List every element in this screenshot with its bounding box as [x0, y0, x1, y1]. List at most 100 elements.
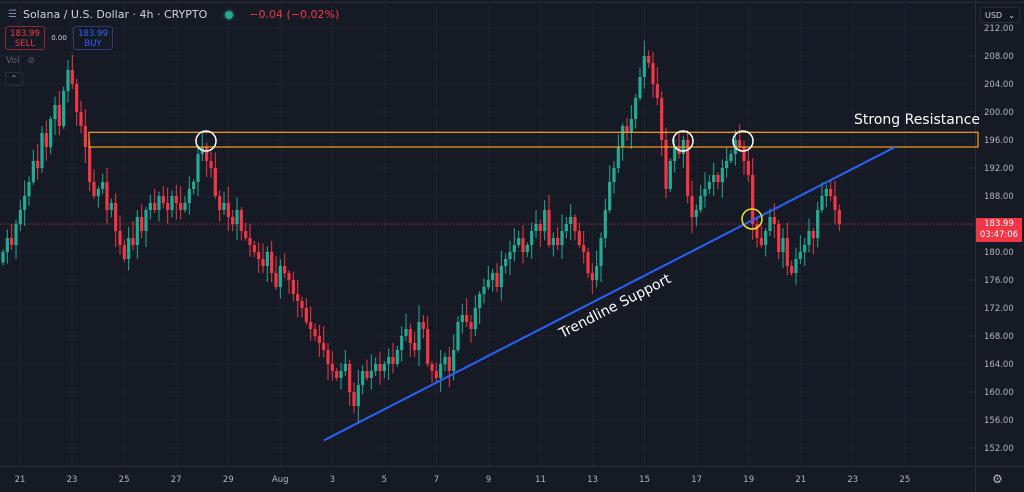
candle [40, 126, 44, 173]
candle-body [170, 196, 174, 210]
candle [521, 225, 525, 264]
market-status-icon [225, 10, 234, 19]
candle [135, 210, 139, 259]
candle [127, 226, 131, 271]
volume-label: Vol [6, 56, 20, 66]
candle-body [803, 245, 807, 252]
candle-body [183, 203, 187, 210]
candle-body [569, 217, 573, 224]
currency-select[interactable]: USD ⌄ [980, 7, 1020, 23]
candle [707, 175, 711, 194]
candle [209, 151, 213, 178]
candle-body [135, 217, 139, 245]
hamburger-icon[interactable]: ☰ [8, 9, 17, 20]
y-tick-label: 212.00 [984, 24, 1014, 34]
candle-body [144, 210, 148, 231]
candle-body [811, 231, 815, 238]
candle-body [616, 147, 620, 168]
chevron-down-icon: ⌄ [1008, 11, 1015, 20]
candle [300, 296, 304, 318]
candle-body [278, 266, 282, 287]
candle-body [703, 189, 707, 196]
candle-body [304, 308, 308, 322]
candle-body [482, 287, 486, 294]
y-tick-label: 204.00 [984, 80, 1014, 90]
candle-body [40, 133, 44, 168]
candle-body [673, 147, 677, 161]
candle-body [417, 322, 421, 350]
x-tick-label: 23 [847, 475, 858, 485]
candle-body [18, 210, 22, 224]
y-tick-label: 192.00 [984, 164, 1014, 174]
candle [283, 253, 287, 278]
candle-body [79, 112, 83, 126]
candle-body [634, 98, 638, 119]
candle-body [768, 217, 772, 231]
candle [122, 239, 126, 262]
buy-button[interactable]: 183.99 BUY [73, 26, 113, 50]
candle-body [794, 259, 798, 273]
candle-body [764, 231, 768, 245]
candle-body [395, 350, 399, 364]
candle-body [660, 98, 664, 140]
candle [23, 180, 27, 226]
x-tick-label: 23 [67, 475, 78, 485]
candle-body [816, 210, 820, 238]
candle-body [690, 196, 694, 217]
candle [504, 253, 508, 274]
candle-body [603, 210, 607, 238]
candle-body [14, 224, 18, 245]
candle [161, 186, 165, 208]
candle [57, 91, 61, 136]
candle [716, 172, 720, 190]
y-tick-label: 164.00 [984, 360, 1014, 370]
candle-body [595, 266, 599, 280]
candle [404, 313, 408, 341]
candle-body [504, 259, 508, 266]
candle [417, 305, 421, 366]
candle-body [712, 175, 716, 182]
candle-body [291, 280, 295, 294]
candle-body [486, 280, 490, 287]
candle-body [647, 56, 651, 63]
eye-off-icon[interactable]: ⊘ [27, 56, 36, 66]
candle-body [491, 273, 495, 280]
candle [109, 198, 113, 218]
candle-body [725, 161, 729, 168]
candle [625, 117, 629, 141]
candle [759, 225, 763, 248]
candle [469, 315, 473, 343]
candle-body [400, 336, 404, 350]
candle [725, 147, 729, 178]
candle-body [391, 357, 395, 364]
candle-body [430, 364, 434, 371]
candle [443, 352, 447, 372]
candle [62, 86, 66, 129]
candle-body [460, 315, 464, 322]
collapse-legend-button[interactable]: ⌃ [5, 72, 23, 86]
candle-body [92, 182, 96, 196]
candle [75, 78, 79, 126]
resistance-touch-circle [732, 130, 754, 152]
candle [339, 362, 343, 390]
candle [330, 351, 334, 381]
candle-body [313, 329, 317, 336]
candle [179, 186, 183, 220]
candle [322, 326, 326, 358]
candle [491, 268, 495, 292]
candle [421, 315, 425, 339]
gear-icon[interactable]: ⚙ [992, 472, 1003, 486]
candle-body [746, 161, 750, 175]
candle [816, 201, 820, 248]
candle [560, 214, 564, 259]
sell-price: 183.99 [10, 29, 40, 39]
candle [781, 228, 785, 268]
symbol-title[interactable]: Solana / U.S. Dollar · 4h · CRYPTO [22, 8, 208, 21]
candle-body [807, 231, 811, 245]
sell-button[interactable]: 183.99 SELL [5, 26, 45, 50]
candle [205, 142, 209, 177]
candle-body [525, 245, 529, 252]
candle-body [456, 322, 460, 350]
candle-body [798, 252, 802, 259]
